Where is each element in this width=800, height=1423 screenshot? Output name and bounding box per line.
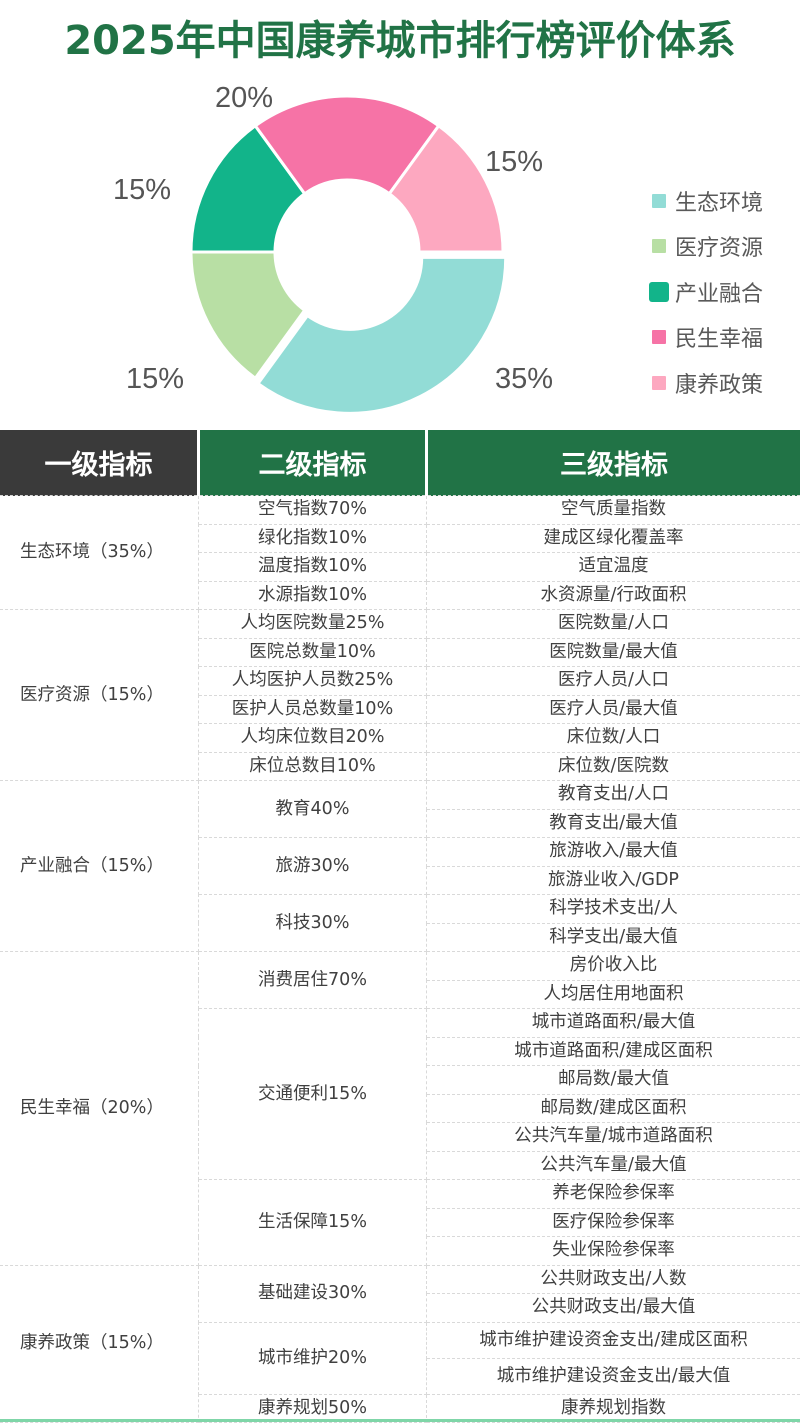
label-zhengce: 15% <box>485 146 543 179</box>
legend-item-chanye: 产业融合 <box>652 269 763 315</box>
indicator-table: 一级指标 二级指标 三级指标 生态环境（35%） 空气指数70% 空气质量指数 … <box>0 430 800 1423</box>
table-row: 医疗资源（15%） 人均医院数量25% 医院数量/人口 <box>0 610 800 639</box>
level3-cell: 城市道路面积/建成区面积 <box>427 1037 800 1066</box>
level2-cell: 温度指数10% <box>199 553 427 582</box>
label-yiliao: 15% <box>126 363 184 396</box>
label-shengtai: 35% <box>495 363 553 396</box>
legend-swatch-icon <box>652 376 666 390</box>
legend-swatch-icon <box>652 239 666 253</box>
level2-cell: 人均床位数目20% <box>199 724 427 753</box>
chart-legend: 生态环境 医疗资源 产业融合 民生幸福 康养政策 <box>652 178 763 406</box>
level3-cell: 教育支出/人口 <box>427 781 800 810</box>
level3-cell: 科学技术支出/人 <box>427 895 800 924</box>
level3-cell: 旅游收入/最大值 <box>427 838 800 867</box>
level3-cell: 旅游业收入/GDP <box>427 866 800 895</box>
legend-swatch-icon <box>649 282 669 302</box>
level2-cell: 教育40% <box>199 781 427 838</box>
legend-item-zhengce: 康养政策 <box>652 360 763 406</box>
level1-cell: 康养政策（15%） <box>0 1265 199 1423</box>
legend-swatch-icon <box>652 330 666 344</box>
level1-cell: 民生幸福（20%） <box>0 952 199 1266</box>
level2-cell: 人均医护人员数25% <box>199 667 427 696</box>
level3-cell: 失业保险参保率 <box>427 1237 800 1266</box>
legend-item-yiliao: 医疗资源 <box>652 224 763 270</box>
legend-item-shengtai: 生态环境 <box>652 178 763 224</box>
level3-cell: 公共财政支出/人数 <box>427 1265 800 1294</box>
level3-cell: 教育支出/最大值 <box>427 809 800 838</box>
level3-cell: 医疗保险参保率 <box>427 1208 800 1237</box>
donut-slice-0 <box>258 257 506 413</box>
level3-cell: 空气质量指数 <box>427 496 800 525</box>
level2-cell: 科技30% <box>199 895 427 952</box>
level3-cell: 科学支出/最大值 <box>427 923 800 952</box>
level3-cell: 医院数量/最大值 <box>427 638 800 667</box>
legend-label: 康养政策 <box>675 367 763 399</box>
header-level2: 二级指标 <box>199 430 427 496</box>
level2-cell: 空气指数70% <box>199 496 427 525</box>
legend-swatch-icon <box>652 194 666 208</box>
table-row: 民生幸福（20%） 消费居住70% 房价收入比 <box>0 952 800 981</box>
level2-cell: 城市维护20% <box>199 1322 427 1394</box>
level3-cell: 公共财政支出/最大值 <box>427 1294 800 1323</box>
level3-cell: 城市道路面积/最大值 <box>427 1009 800 1038</box>
level3-cell: 床位数/人口 <box>427 724 800 753</box>
table-row: 产业融合（15%） 教育40% 教育支出/人口 <box>0 781 800 810</box>
level3-cell: 医疗人员/人口 <box>427 667 800 696</box>
level2-cell: 水源指数10% <box>199 581 427 610</box>
label-chanye: 15% <box>113 174 171 207</box>
page-title: 2025年中国康养城市排行榜评价体系 <box>0 12 800 70</box>
level1-cell: 医疗资源（15%） <box>0 610 199 781</box>
level1-cell: 生态环境（35%） <box>0 496 199 610</box>
legend-label: 民生幸福 <box>675 321 763 353</box>
level3-cell: 人均居住用地面积 <box>427 980 800 1009</box>
legend-item-minsheng: 民生幸福 <box>652 315 763 361</box>
level2-cell: 绿化指数10% <box>199 524 427 553</box>
level2-cell: 基础建设30% <box>199 1265 427 1322</box>
level3-cell: 房价收入比 <box>427 952 800 981</box>
header-level1: 一级指标 <box>0 430 199 496</box>
level2-cell: 床位总数目10% <box>199 752 427 781</box>
level3-cell: 水资源量/行政面积 <box>427 581 800 610</box>
level2-cell: 人均医院数量25% <box>199 610 427 639</box>
level3-cell: 邮局数/最大值 <box>427 1066 800 1095</box>
legend-label: 产业融合 <box>675 276 763 308</box>
level2-cell: 医院总数量10% <box>199 638 427 667</box>
level3-cell: 建成区绿化覆盖率 <box>427 524 800 553</box>
header-level3: 三级指标 <box>427 430 800 496</box>
level3-cell: 床位数/医院数 <box>427 752 800 781</box>
level2-cell: 生活保障15% <box>199 1180 427 1266</box>
level2-cell: 消费居住70% <box>199 952 427 1009</box>
level2-cell: 旅游30% <box>199 838 427 895</box>
level3-cell: 城市维护建设资金支出/建成区面积 <box>427 1322 800 1358</box>
level3-cell: 公共汽车量/最大值 <box>427 1151 800 1180</box>
level2-cell: 医护人员总数量10% <box>199 695 427 724</box>
table-row: 生态环境（35%） 空气指数70% 空气质量指数 <box>0 496 800 525</box>
level3-cell: 公共汽车量/城市道路面积 <box>427 1123 800 1152</box>
label-minsheng: 20% <box>215 82 273 115</box>
level3-cell: 城市维护建设资金支出/最大值 <box>427 1358 800 1394</box>
legend-label: 医疗资源 <box>675 230 763 262</box>
level3-cell: 邮局数/建成区面积 <box>427 1094 800 1123</box>
level2-cell: 交通便利15% <box>199 1009 427 1180</box>
table-row: 康养政策（15%） 基础建设30% 公共财政支出/人数 <box>0 1265 800 1294</box>
level3-cell: 医疗人员/最大值 <box>427 695 800 724</box>
level3-cell: 养老保险参保率 <box>427 1180 800 1209</box>
level3-cell: 适宜温度 <box>427 553 800 582</box>
level1-cell: 产业融合（15%） <box>0 781 199 952</box>
level3-cell: 医院数量/人口 <box>427 610 800 639</box>
legend-label: 生态环境 <box>675 185 763 217</box>
